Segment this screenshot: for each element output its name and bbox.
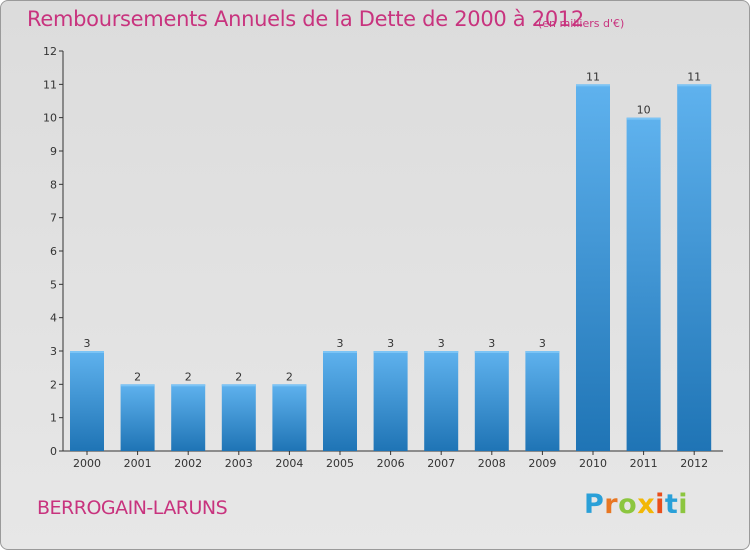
logo-letter: i [655, 489, 665, 520]
x-tick-label: 2009 [528, 457, 556, 470]
bar-highlight [120, 384, 155, 387]
x-tick-label: 2011 [630, 457, 658, 470]
y-tick-label: 4 [50, 312, 57, 325]
x-tick-label: 2001 [124, 457, 152, 470]
bar-highlight [272, 384, 307, 387]
bar [171, 384, 206, 451]
bar [424, 351, 459, 451]
bar [272, 384, 307, 451]
data-label: 3 [337, 337, 344, 350]
x-tick-label: 2005 [326, 457, 354, 470]
data-label: 2 [134, 370, 141, 383]
x-tick-label: 2004 [275, 457, 303, 470]
data-label: 3 [84, 337, 91, 350]
x-tick-label: 2008 [478, 457, 506, 470]
bar [70, 351, 104, 451]
y-tick-label: 8 [50, 178, 57, 191]
bar-highlight [576, 84, 610, 87]
data-label: 3 [438, 337, 445, 350]
bar-highlight [171, 384, 206, 387]
bar-highlight [221, 384, 256, 387]
y-tick-label: 7 [50, 212, 57, 225]
logo-letter: P [584, 489, 605, 520]
x-tick-label: 2010 [579, 457, 607, 470]
bar [323, 351, 357, 451]
y-tick-label: 3 [50, 345, 57, 358]
bar [677, 84, 712, 451]
commune-name: BERROGAIN-LARUNS [37, 497, 228, 519]
x-tick-label: 2006 [377, 457, 405, 470]
bar-highlight [626, 117, 661, 120]
data-label: 11 [586, 70, 600, 83]
y-tick-label: 11 [43, 78, 57, 91]
y-tick-label: 0 [50, 445, 57, 458]
y-tick-label: 2 [50, 378, 57, 391]
bar-highlight [323, 351, 357, 353]
chart-title: Remboursements Annuels de la Dette de 20… [27, 7, 584, 31]
bar-highlight [70, 351, 104, 353]
data-label: 3 [488, 337, 495, 350]
bar [373, 351, 408, 451]
logo-letter: t [664, 489, 679, 520]
logo-letter: o [618, 489, 638, 520]
data-label: 2 [185, 370, 192, 383]
x-tick-label: 2012 [680, 457, 708, 470]
proxiti-logo: Proxiti [584, 489, 688, 520]
x-tick-label: 2003 [225, 457, 253, 470]
x-tick-label: 2007 [427, 457, 455, 470]
x-tick-label: 2000 [73, 457, 101, 470]
bar [576, 84, 610, 451]
bar [525, 351, 560, 451]
bar [474, 351, 509, 451]
y-tick-label: 1 [50, 412, 57, 425]
logo-letter: i [678, 489, 689, 520]
data-label: 11 [687, 70, 701, 83]
y-tick-label: 12 [43, 45, 57, 58]
logo-letter: x [637, 489, 656, 520]
bar [120, 384, 155, 451]
bar [626, 117, 661, 452]
bar-highlight [474, 351, 509, 353]
data-label: 2 [286, 370, 293, 383]
bar-highlight [373, 351, 408, 353]
chart-subtitle: (en milliers d'€) [538, 17, 625, 30]
data-label: 3 [387, 337, 394, 350]
y-tick-label: 10 [43, 112, 57, 125]
y-tick-label: 5 [50, 278, 57, 291]
data-label: 2 [235, 370, 242, 383]
y-tick-label: 6 [50, 245, 57, 258]
x-tick-label: 2002 [174, 457, 202, 470]
logo-letter: r [604, 489, 619, 520]
y-tick-label: 9 [50, 145, 57, 158]
bar [221, 384, 256, 451]
bar-highlight [424, 351, 459, 353]
bar-highlight [525, 351, 560, 353]
data-label: 10 [637, 104, 651, 117]
bar-highlight [677, 84, 712, 87]
data-label: 3 [539, 337, 546, 350]
